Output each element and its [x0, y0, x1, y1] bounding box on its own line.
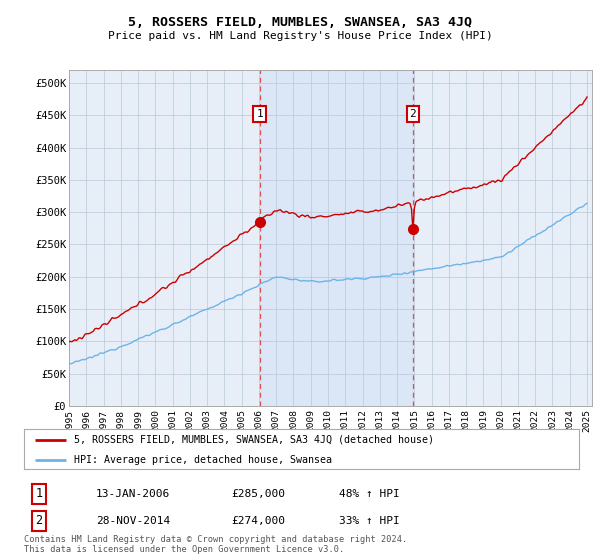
Text: 28-NOV-2014: 28-NOV-2014: [96, 516, 170, 526]
Text: HPI: Average price, detached house, Swansea: HPI: Average price, detached house, Swan…: [74, 455, 332, 465]
Text: Contains HM Land Registry data © Crown copyright and database right 2024.
This d: Contains HM Land Registry data © Crown c…: [24, 535, 407, 554]
Bar: [260, 70, 413, 406]
Text: 2: 2: [35, 514, 43, 528]
Text: 1: 1: [35, 487, 43, 501]
Text: 5, ROSSERS FIELD, MUMBLES, SWANSEA, SA3 4JQ (detached house): 5, ROSSERS FIELD, MUMBLES, SWANSEA, SA3 …: [74, 435, 434, 445]
Text: 1: 1: [256, 109, 263, 119]
Text: 48% ↑ HPI: 48% ↑ HPI: [339, 489, 400, 499]
Text: Price paid vs. HM Land Registry's House Price Index (HPI): Price paid vs. HM Land Registry's House …: [107, 31, 493, 41]
Text: £285,000: £285,000: [231, 489, 285, 499]
Text: 5, ROSSERS FIELD, MUMBLES, SWANSEA, SA3 4JQ: 5, ROSSERS FIELD, MUMBLES, SWANSEA, SA3 …: [128, 16, 472, 29]
Text: 2: 2: [409, 109, 416, 119]
Text: £274,000: £274,000: [231, 516, 285, 526]
Text: 33% ↑ HPI: 33% ↑ HPI: [339, 516, 400, 526]
Text: 13-JAN-2006: 13-JAN-2006: [96, 489, 170, 499]
